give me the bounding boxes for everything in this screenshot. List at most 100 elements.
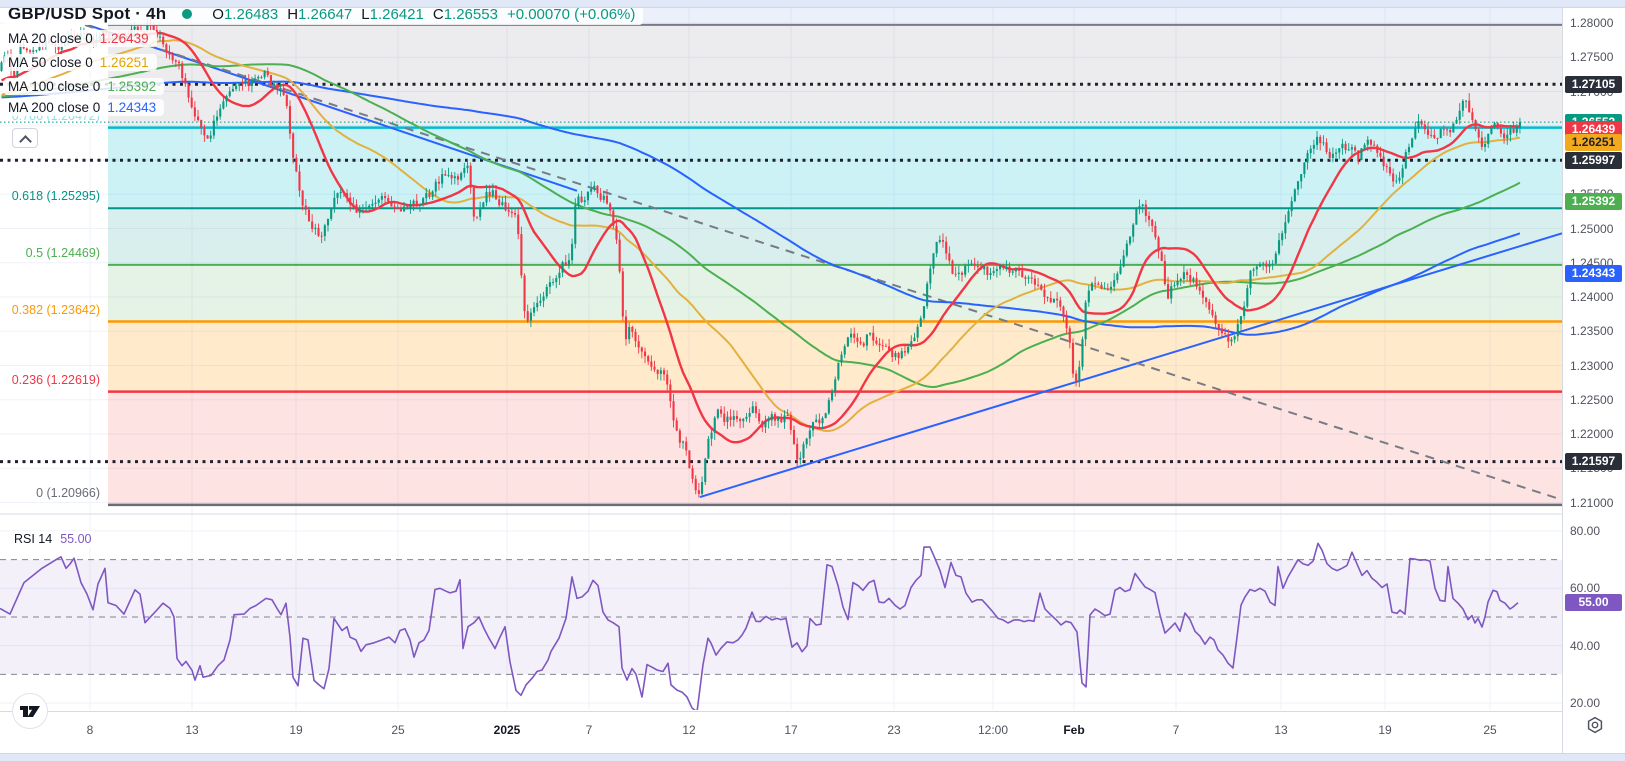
candle-body <box>830 391 834 401</box>
candle-body <box>948 253 951 261</box>
candle-body <box>196 116 200 121</box>
candle-body <box>219 108 222 117</box>
candle-body <box>1474 119 1477 130</box>
candle-body <box>1246 288 1249 307</box>
tradingview-logo[interactable] <box>12 693 48 729</box>
candle-body <box>257 76 260 79</box>
candle-body <box>1236 324 1239 337</box>
candle-body <box>317 227 320 236</box>
candle-body <box>596 185 599 194</box>
candle-body <box>475 216 479 218</box>
ma-legend-row[interactable]: MA 100 close 0 1.25392 <box>4 78 165 95</box>
candle-body <box>1439 128 1442 138</box>
top-toolbar-strip <box>0 0 1625 8</box>
candle-body <box>1116 273 1119 281</box>
candle-body <box>973 263 976 267</box>
candle-body <box>1135 208 1138 225</box>
candle-body <box>1480 137 1483 147</box>
candle-body <box>1376 145 1379 153</box>
candle-body <box>1445 129 1449 131</box>
candle-body <box>1392 173 1395 182</box>
candle-body <box>824 413 827 419</box>
legend-collapse-button[interactable] <box>12 128 38 148</box>
candle-body <box>491 190 494 197</box>
ohlc-value: 1.26483 <box>223 6 279 23</box>
candle-body <box>1030 277 1033 279</box>
candle-body <box>748 413 751 417</box>
candle-body <box>545 286 548 297</box>
candle-body <box>1201 290 1204 298</box>
candle-body <box>1360 148 1363 161</box>
candle-body <box>1230 339 1233 342</box>
fib-label: 0 (1.20966) <box>36 485 100 500</box>
candle-body <box>542 296 545 301</box>
candle-body <box>520 234 523 276</box>
candle-body <box>279 87 282 91</box>
candle-body <box>231 88 234 92</box>
price-axis-badge: 1.21597 <box>1565 453 1622 471</box>
candle-body <box>1464 100 1468 102</box>
candle-body <box>171 54 174 61</box>
candle-body <box>456 176 460 180</box>
candle-body <box>758 413 761 422</box>
candle-body <box>976 266 979 267</box>
candle-body <box>1059 300 1062 307</box>
candle-body <box>555 278 558 283</box>
candle-body <box>735 416 738 420</box>
candle-body <box>1277 240 1281 254</box>
candle-body <box>396 207 399 210</box>
candle-body <box>1024 277 1027 279</box>
price-axis[interactable]: 1.280001.275001.270001.265001.260001.255… <box>1562 7 1625 753</box>
candle-body <box>1258 264 1262 267</box>
candle-body <box>1205 297 1208 302</box>
candle-body <box>716 409 719 418</box>
candle-body <box>1436 137 1439 139</box>
candle-body <box>964 265 967 275</box>
candle-body <box>1106 288 1109 290</box>
time-axis[interactable]: 8 13 19 25 2025 7 12 17 23 12:00 Feb 7 13 19 25 <box>0 711 1562 754</box>
rsi-legend[interactable]: RSI 14 55.00 <box>9 531 97 547</box>
candle-body <box>1167 284 1170 299</box>
candle-body <box>640 347 643 352</box>
time-tick: 12 <box>682 723 696 737</box>
candle-body <box>1303 162 1306 175</box>
candle-body <box>320 235 323 237</box>
candle-body <box>437 181 441 184</box>
candle-body <box>590 188 593 192</box>
candle-body <box>1227 334 1230 342</box>
candle-body <box>1008 266 1011 273</box>
ma-legend-row[interactable]: MA 200 close 0 1.24343 <box>4 99 165 116</box>
descending-dashed-trendline <box>84 24 1562 501</box>
candle-body <box>707 438 710 459</box>
candle-body <box>653 366 656 370</box>
time-tick: 12:00 <box>977 723 1009 737</box>
candle-body <box>1195 278 1198 287</box>
candle-body <box>342 191 345 194</box>
candle-body <box>1509 128 1512 135</box>
timezone-settings-icon[interactable] <box>1586 716 1604 734</box>
ma-legend-row[interactable]: MA 50 close 0 1.26251 <box>4 54 157 71</box>
candle-body <box>818 419 821 424</box>
ma-value: 1.26439 <box>99 31 149 46</box>
candle-body <box>859 341 862 344</box>
candle-body <box>805 438 808 445</box>
candle-body <box>485 191 488 203</box>
ma-legend-row[interactable]: MA 20 close 0 1.26439 <box>4 30 157 47</box>
candle-body <box>1316 136 1319 145</box>
candle-body <box>878 343 881 346</box>
candle-body <box>406 206 409 209</box>
candle-body <box>1075 373 1078 381</box>
candle-body <box>1224 333 1227 335</box>
candle-body <box>1357 150 1360 161</box>
symbol-legend-row[interactable]: GBP/USD Spot · 4h O1.26483 H1.26647 L1.2642… <box>4 3 644 25</box>
candle-body <box>326 218 330 226</box>
candle-body <box>184 78 187 84</box>
candle-body <box>177 61 181 64</box>
candle-body <box>811 422 815 431</box>
candle-body <box>561 262 564 273</box>
candle-body <box>479 207 482 217</box>
candle-body <box>1420 121 1423 125</box>
candle-body <box>1002 264 1005 267</box>
candle-body <box>1284 222 1287 234</box>
